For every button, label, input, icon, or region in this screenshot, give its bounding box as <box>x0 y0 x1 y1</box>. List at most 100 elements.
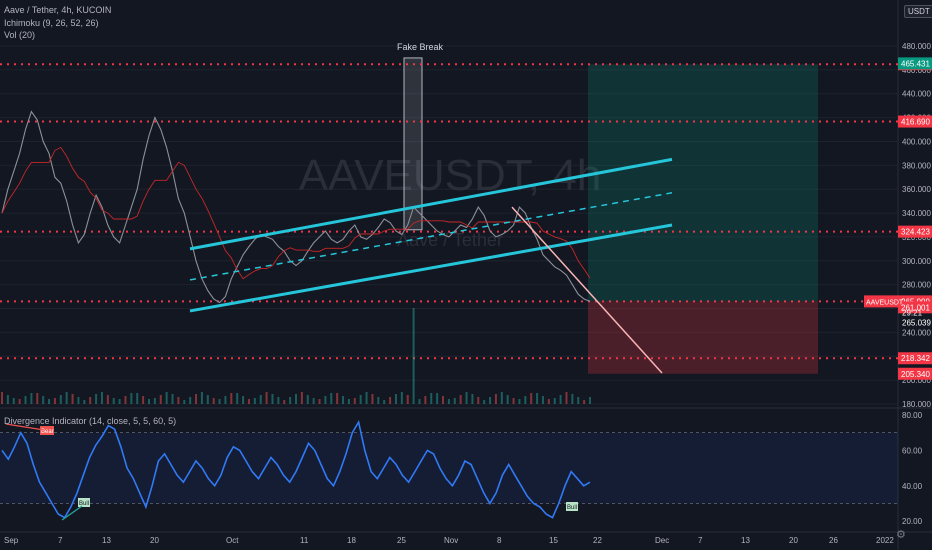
volume-bar <box>247 399 250 404</box>
price-axis-tick: 380.000 <box>902 161 931 170</box>
level-price-tag <box>898 115 932 128</box>
price-axis-tick: 280.000 <box>902 281 931 290</box>
indicator-axis-tick: 20.00 <box>902 517 923 526</box>
volume-bar <box>553 398 556 404</box>
volume-bar <box>377 397 380 404</box>
volume-bar <box>459 395 462 404</box>
volume-bar <box>577 397 580 404</box>
level-price-tag <box>898 225 932 238</box>
volume-bar <box>500 392 503 404</box>
channel-lower-line <box>189 223 673 313</box>
time-axis-tick: 11 <box>300 536 309 545</box>
time-axis-tick: 18 <box>347 536 356 545</box>
volume-bar <box>165 392 168 404</box>
currency-button[interactable]: USDT <box>904 5 932 18</box>
volume-bar <box>383 400 386 404</box>
volume-bar <box>283 400 286 404</box>
volume-bar <box>106 395 109 404</box>
indicator-axis-tick: 40.00 <box>902 482 923 491</box>
volume-bar <box>148 399 150 404</box>
volume-bar <box>559 395 562 404</box>
price-axis-tick: 360.000 <box>902 185 931 194</box>
volume-bar <box>24 396 27 404</box>
bear-marker-label: Bear <box>41 429 54 435</box>
volume-bar <box>183 400 186 404</box>
volume-bar <box>6 395 9 404</box>
volume-bar <box>59 395 62 404</box>
gear-icon[interactable]: ⚙ <box>896 529 906 541</box>
volume-bar <box>200 392 203 404</box>
indicator-legend[interactable]: Divergence Indicator (14, close, 5, 5, 6… <box>4 416 177 426</box>
level-price-label: 218.342 <box>901 354 930 363</box>
volume-bar <box>195 394 198 404</box>
volume-bar <box>265 392 268 404</box>
volume-bar <box>394 394 397 404</box>
time-axis-tick: Nov <box>444 536 458 545</box>
volume-bar <box>436 393 439 404</box>
price-axis-tick: 480.000 <box>902 42 931 51</box>
volume-bar <box>112 398 115 404</box>
volume-bar <box>118 399 121 404</box>
volume-bar <box>300 392 303 404</box>
volume-bar <box>295 394 297 404</box>
volume-bar <box>259 395 262 404</box>
price-tag <box>898 57 932 70</box>
watermark-sub: Aave / Tether <box>397 230 503 250</box>
volume-bar <box>524 396 527 404</box>
price-axis-tick: 400.000 <box>902 137 931 146</box>
volume-bar <box>506 395 509 404</box>
volume-bar <box>253 398 256 404</box>
bull-marker <box>566 502 578 511</box>
volume-bar <box>465 392 468 404</box>
indicator-axis-tick: 60.00 <box>902 446 923 455</box>
time-axis-tick: Oct <box>226 536 239 545</box>
channel-mid-line <box>189 192 673 281</box>
time-axis-tick: 20 <box>150 536 159 545</box>
volume-bar <box>177 397 180 404</box>
symbol-tag-label: AAVEUSDT <box>866 299 904 306</box>
countdown-label: 29:21 <box>902 308 923 317</box>
volume-bar <box>53 398 56 404</box>
volume-bar <box>65 392 68 404</box>
volume-bar <box>277 397 280 404</box>
volume-bar <box>347 399 350 404</box>
indicator-line <box>1 419 591 519</box>
time-axis-tick: 25 <box>397 536 406 545</box>
price-axis-tick: 240.000 <box>902 328 931 337</box>
volume-bar <box>212 398 215 404</box>
time-axis-tick: 20 <box>789 536 798 545</box>
level-price-label: 416.690 <box>901 118 930 127</box>
downtrend-line <box>511 206 663 374</box>
fake-break-box <box>403 57 423 231</box>
volume-bar <box>547 399 550 404</box>
volume-bar <box>18 399 21 404</box>
second-price-label: 265.039 <box>902 318 931 327</box>
volume-bar <box>89 397 92 404</box>
bear-divergence-line <box>5 423 45 431</box>
volume-bar <box>400 392 403 404</box>
volume-bar <box>477 397 480 404</box>
symbol-legend[interactable]: Aave / Tether, 4h, KUCOIN <box>4 5 112 15</box>
time-axis-tick: 8 <box>497 536 502 545</box>
time-axis-tick: 13 <box>741 536 750 545</box>
volume-bar <box>512 398 515 404</box>
volume-bar <box>95 394 98 404</box>
volume-bar <box>541 396 544 404</box>
volume-legend[interactable]: Vol (20) <box>4 30 36 40</box>
time-axis-tick: 2022 <box>876 536 894 545</box>
indicator-band <box>0 432 898 504</box>
fake-break-label: Fake Break <box>397 42 444 52</box>
volume-bar <box>359 395 362 404</box>
volume-bar <box>83 400 86 404</box>
volume-bar <box>471 394 474 404</box>
volume-bar <box>312 398 315 404</box>
volume-bar <box>418 399 421 404</box>
volume-bar <box>530 393 533 404</box>
ichimoku-legend[interactable]: Ichimoku (9, 26, 52, 26) <box>4 18 99 28</box>
ichimoku-base-line <box>1 146 591 280</box>
volume-bar <box>330 393 333 404</box>
volume-bar <box>442 396 444 404</box>
volume-bar <box>124 396 127 404</box>
